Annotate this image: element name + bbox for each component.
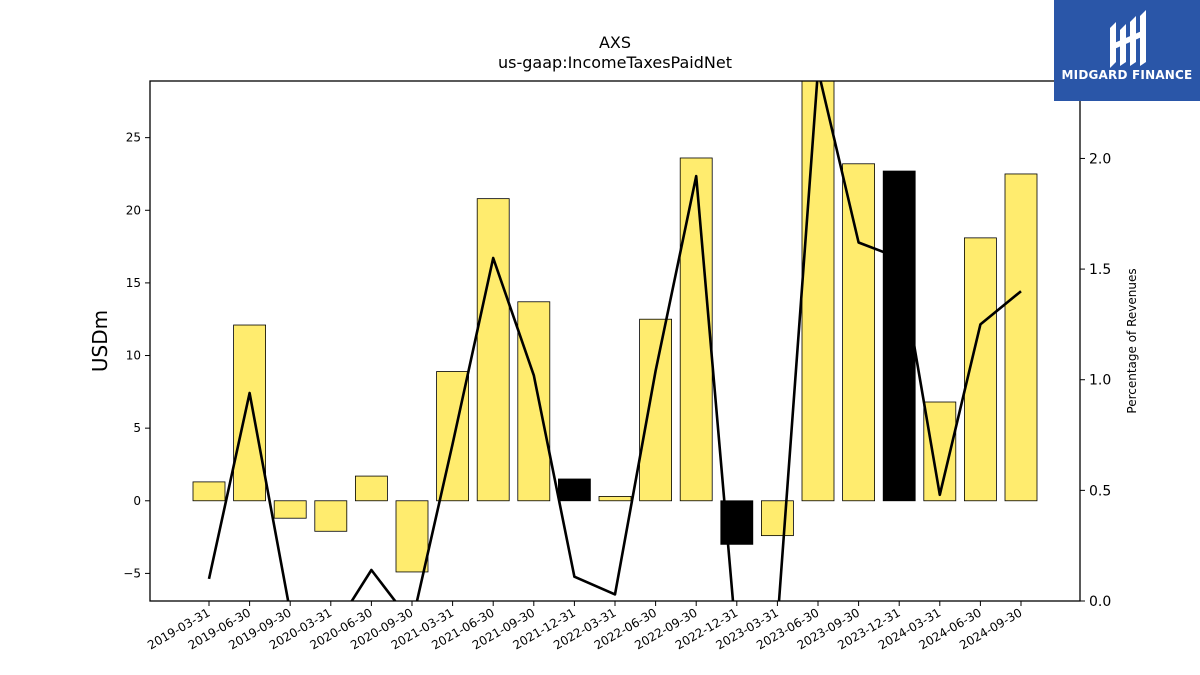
y2-tick-label: 0.5 <box>1089 483 1111 499</box>
bar-2020-03-31 <box>314 500 348 532</box>
bar-2022-06-30 <box>639 318 672 502</box>
y2-tick-label: 0.0 <box>1089 594 1111 610</box>
chart-title: AXS <box>599 33 631 52</box>
y-axis-label: USDm <box>88 310 112 372</box>
y-tick-label: 10 <box>126 349 141 363</box>
bar-2022-09-30 <box>679 157 713 502</box>
line-group <box>207 81 1022 601</box>
left-axis: −5 0 5 10 15 20 25 <box>123 131 150 580</box>
logo-text: MIDGARD FINANCE <box>1061 68 1193 82</box>
y2-tick-label: 2.0 <box>1089 151 1111 167</box>
bar-2024-03-31 <box>923 401 957 502</box>
right-axis: 0.0 0.5 1.0 1.5 2.0 <box>1080 151 1111 610</box>
y2-tick-label: 1.5 <box>1089 262 1111 278</box>
bar-2021-09-30 <box>517 301 551 502</box>
bar-2020-09-30 <box>395 500 429 573</box>
bar-2023-03-31 <box>761 500 794 537</box>
revenue-percentage-line <box>207 81 1022 601</box>
bar-2021-06-30 <box>476 198 510 502</box>
y2-tick-label: 1.0 <box>1089 373 1111 389</box>
y-tick-label: 0 <box>133 494 141 508</box>
logo-icon <box>1110 10 1146 68</box>
plot-frame <box>149 80 1081 602</box>
chart-subtitle: us-gaap:IncomeTaxesPaidNet <box>498 53 732 72</box>
y-tick-label: −5 <box>123 566 141 580</box>
bar-2023-09-30 <box>842 163 875 502</box>
bar-2023-06-30 <box>801 81 835 502</box>
y2-axis-label: Percentage of Revenues <box>1125 268 1139 413</box>
y-tick-label: 25 <box>126 131 141 145</box>
y-tick-label: 20 <box>126 203 141 217</box>
bar-2020-06-30 <box>354 475 388 502</box>
x-axis: 2019-03-312019-06-302019-09-302020-03-31… <box>145 601 1025 652</box>
bar-2019-09-30 <box>273 500 307 519</box>
bar-2022-03-31 <box>598 496 632 502</box>
logo-badge: MIDGARD FINANCE <box>1054 0 1200 101</box>
bar-2019-03-31 <box>192 481 226 502</box>
bar-2023-12-31 <box>882 170 916 502</box>
bar-group <box>192 81 1038 573</box>
y-tick-label: 5 <box>133 421 141 435</box>
bar-2024-09-30 <box>1004 173 1038 502</box>
bar-2019-06-30 <box>233 324 267 502</box>
y-tick-label: 15 <box>126 276 141 290</box>
bar-2021-12-31 <box>558 478 591 502</box>
